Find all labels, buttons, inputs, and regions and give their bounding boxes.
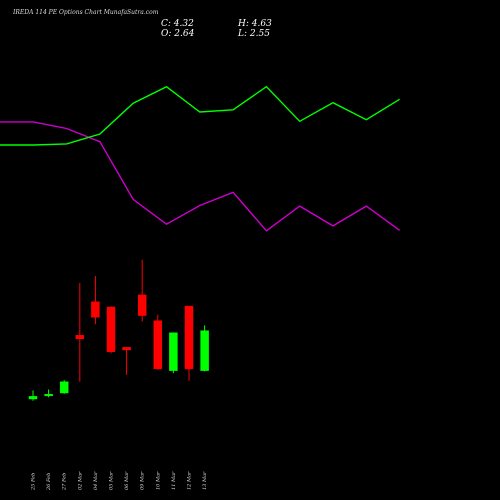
low-label: L: xyxy=(238,29,248,39)
x-tick-label: 09 Mar xyxy=(140,471,146,490)
candle-body xyxy=(59,381,69,394)
candle-body xyxy=(184,305,194,370)
candle-body xyxy=(91,301,100,318)
high-label: H: xyxy=(238,19,249,29)
close-label: C: xyxy=(161,19,171,29)
candle-body xyxy=(200,330,209,371)
x-tick-label: 26 Feb xyxy=(46,473,52,491)
candle-body xyxy=(44,394,53,397)
low-readout: L: 2.55 xyxy=(238,29,270,39)
close-readout: C: 4.32 xyxy=(161,19,194,29)
open-readout: O: 2.64 xyxy=(161,29,194,39)
x-tick-label: 10 Mar xyxy=(155,471,161,490)
x-tick-label: 25 Feb xyxy=(31,473,37,491)
low-value: 2.55 xyxy=(249,29,270,39)
candle-body xyxy=(137,294,147,316)
x-tick-label: 04 Mar xyxy=(93,471,99,490)
open-value: 2.64 xyxy=(174,29,195,39)
indicator-line-lower xyxy=(0,121,401,232)
x-tick-label: 02 Mar xyxy=(77,471,83,490)
x-tick-label: 27 Feb xyxy=(62,473,68,491)
high-value: 4.63 xyxy=(251,19,272,29)
x-tick-label: 11 Mar xyxy=(171,471,177,490)
indicator-line-upper xyxy=(0,85,400,146)
candle-body xyxy=(122,347,131,351)
candle-body xyxy=(28,396,38,400)
close-value: 4.32 xyxy=(173,19,194,29)
candle-body xyxy=(169,332,178,371)
candle-body xyxy=(153,320,163,370)
candle-body xyxy=(106,306,116,352)
open-label: O: xyxy=(161,29,172,39)
x-tick-label: 12 Mar xyxy=(187,471,193,490)
chart-title: IREDA 114 PE Options Chart MunafaSutra.c… xyxy=(13,9,159,16)
candle-body xyxy=(75,335,85,340)
high-readout: H: 4.63 xyxy=(238,19,272,29)
x-tick-label: 05 Mar xyxy=(109,471,115,490)
x-tick-label: 06 Mar xyxy=(124,471,130,490)
x-tick-label: 13 Mar xyxy=(202,471,208,490)
